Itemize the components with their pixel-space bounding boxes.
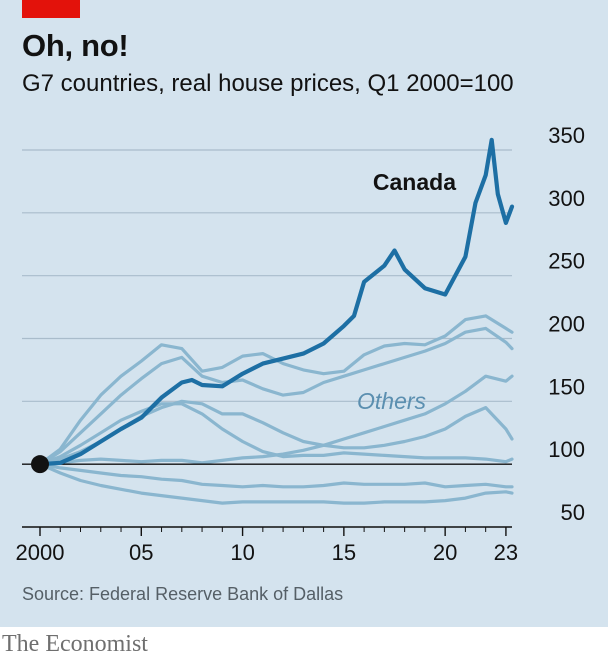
y-tick-label: 200 [548, 312, 585, 337]
y-tick-label: 50 [561, 500, 585, 525]
x-tick-label: 20 [433, 540, 457, 565]
annotation-others: Others [357, 388, 427, 414]
x-tick-label: 2000 [16, 540, 65, 565]
canada-series-group [37, 137, 515, 467]
annotation-canada: Canada [373, 169, 456, 195]
brand-red-tab [22, 0, 80, 18]
y-tick-label: 350 [548, 123, 585, 148]
others-series-line [38, 462, 514, 489]
x-tick-label: 05 [129, 540, 153, 565]
source-note: Source: Federal Reserve Bank of Dallas [22, 584, 344, 604]
origin-marker-group [31, 455, 49, 474]
annotations: Canada Others [357, 169, 456, 414]
others-series-line [38, 402, 514, 466]
y-tick-label: 100 [548, 437, 585, 462]
others-series-group [38, 314, 514, 505]
others-series-line [38, 326, 514, 466]
x-axis: 2000 05 10 15 20 23 [16, 526, 518, 565]
line-chart: 50 100 150 200 250 300 350 2000 05 10 15 20 23 Cana… [16, 123, 585, 565]
y-tick-label: 300 [548, 186, 585, 211]
chart-title: Oh, no! [22, 28, 129, 63]
chart-card: Oh, no! G7 countries, real house prices,… [0, 0, 608, 627]
y-tick-label: 150 [548, 374, 585, 399]
others-series-line [38, 462, 514, 505]
x-tick-label: 15 [332, 540, 356, 565]
origin-marker-dot [31, 455, 49, 474]
x-tick-label: 10 [230, 540, 254, 565]
brand-logo-text: The Economist [2, 631, 148, 657]
others-series-line [38, 374, 514, 466]
chart-subtitle: G7 countries, real house prices, Q1 2000… [22, 70, 514, 97]
x-tick-label: 23 [494, 540, 518, 565]
y-axis-tick-labels: 50 100 150 200 250 300 350 [548, 123, 585, 525]
y-tick-label: 250 [548, 249, 585, 274]
canada-series-line [37, 137, 515, 467]
others-series-line [38, 314, 514, 466]
